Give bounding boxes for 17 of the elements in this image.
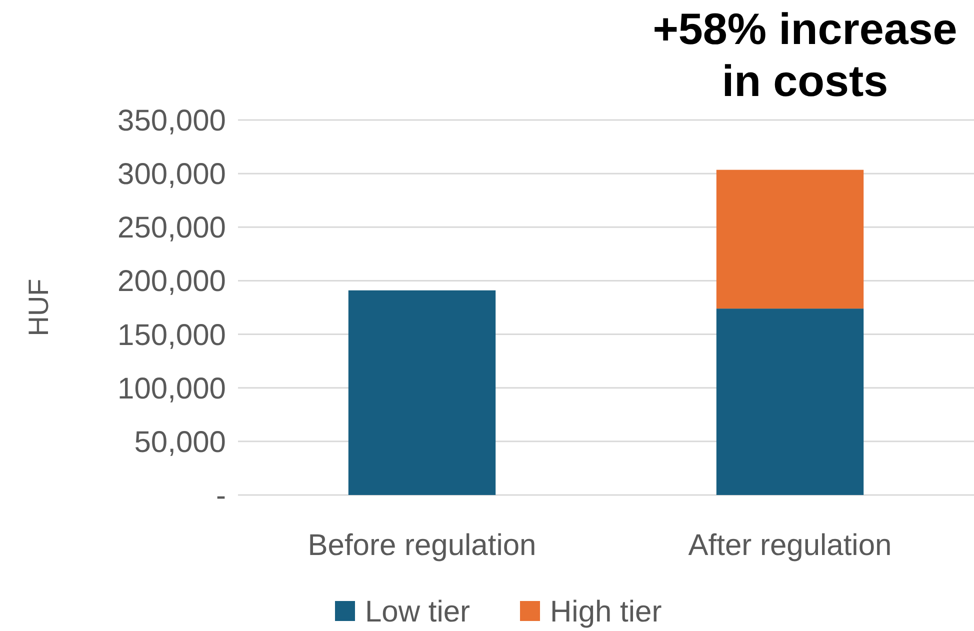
bar xyxy=(348,290,496,495)
y-tick-label: 150,000 xyxy=(118,318,226,352)
legend-label: Low tier xyxy=(365,596,470,628)
y-tick-label: 100,000 xyxy=(118,372,226,406)
y-tick-label: - xyxy=(216,480,226,512)
text: +58% increase in costs xyxy=(652,5,958,106)
bar xyxy=(716,308,864,495)
y-tick-label: 50,000 xyxy=(134,426,226,459)
bar xyxy=(716,170,864,309)
y-axis-title: HUF xyxy=(23,278,54,336)
y-tick-label: 350,000 xyxy=(118,104,226,138)
legend-label: High tier xyxy=(550,596,662,628)
x-tick-label: Before regulation xyxy=(308,529,536,562)
y-tick-label: 200,000 xyxy=(118,265,226,298)
x-tick-label: After regulation xyxy=(688,529,892,562)
y-tick-label: 250,000 xyxy=(118,212,226,245)
y-tick-label: 300,000 xyxy=(118,158,226,192)
